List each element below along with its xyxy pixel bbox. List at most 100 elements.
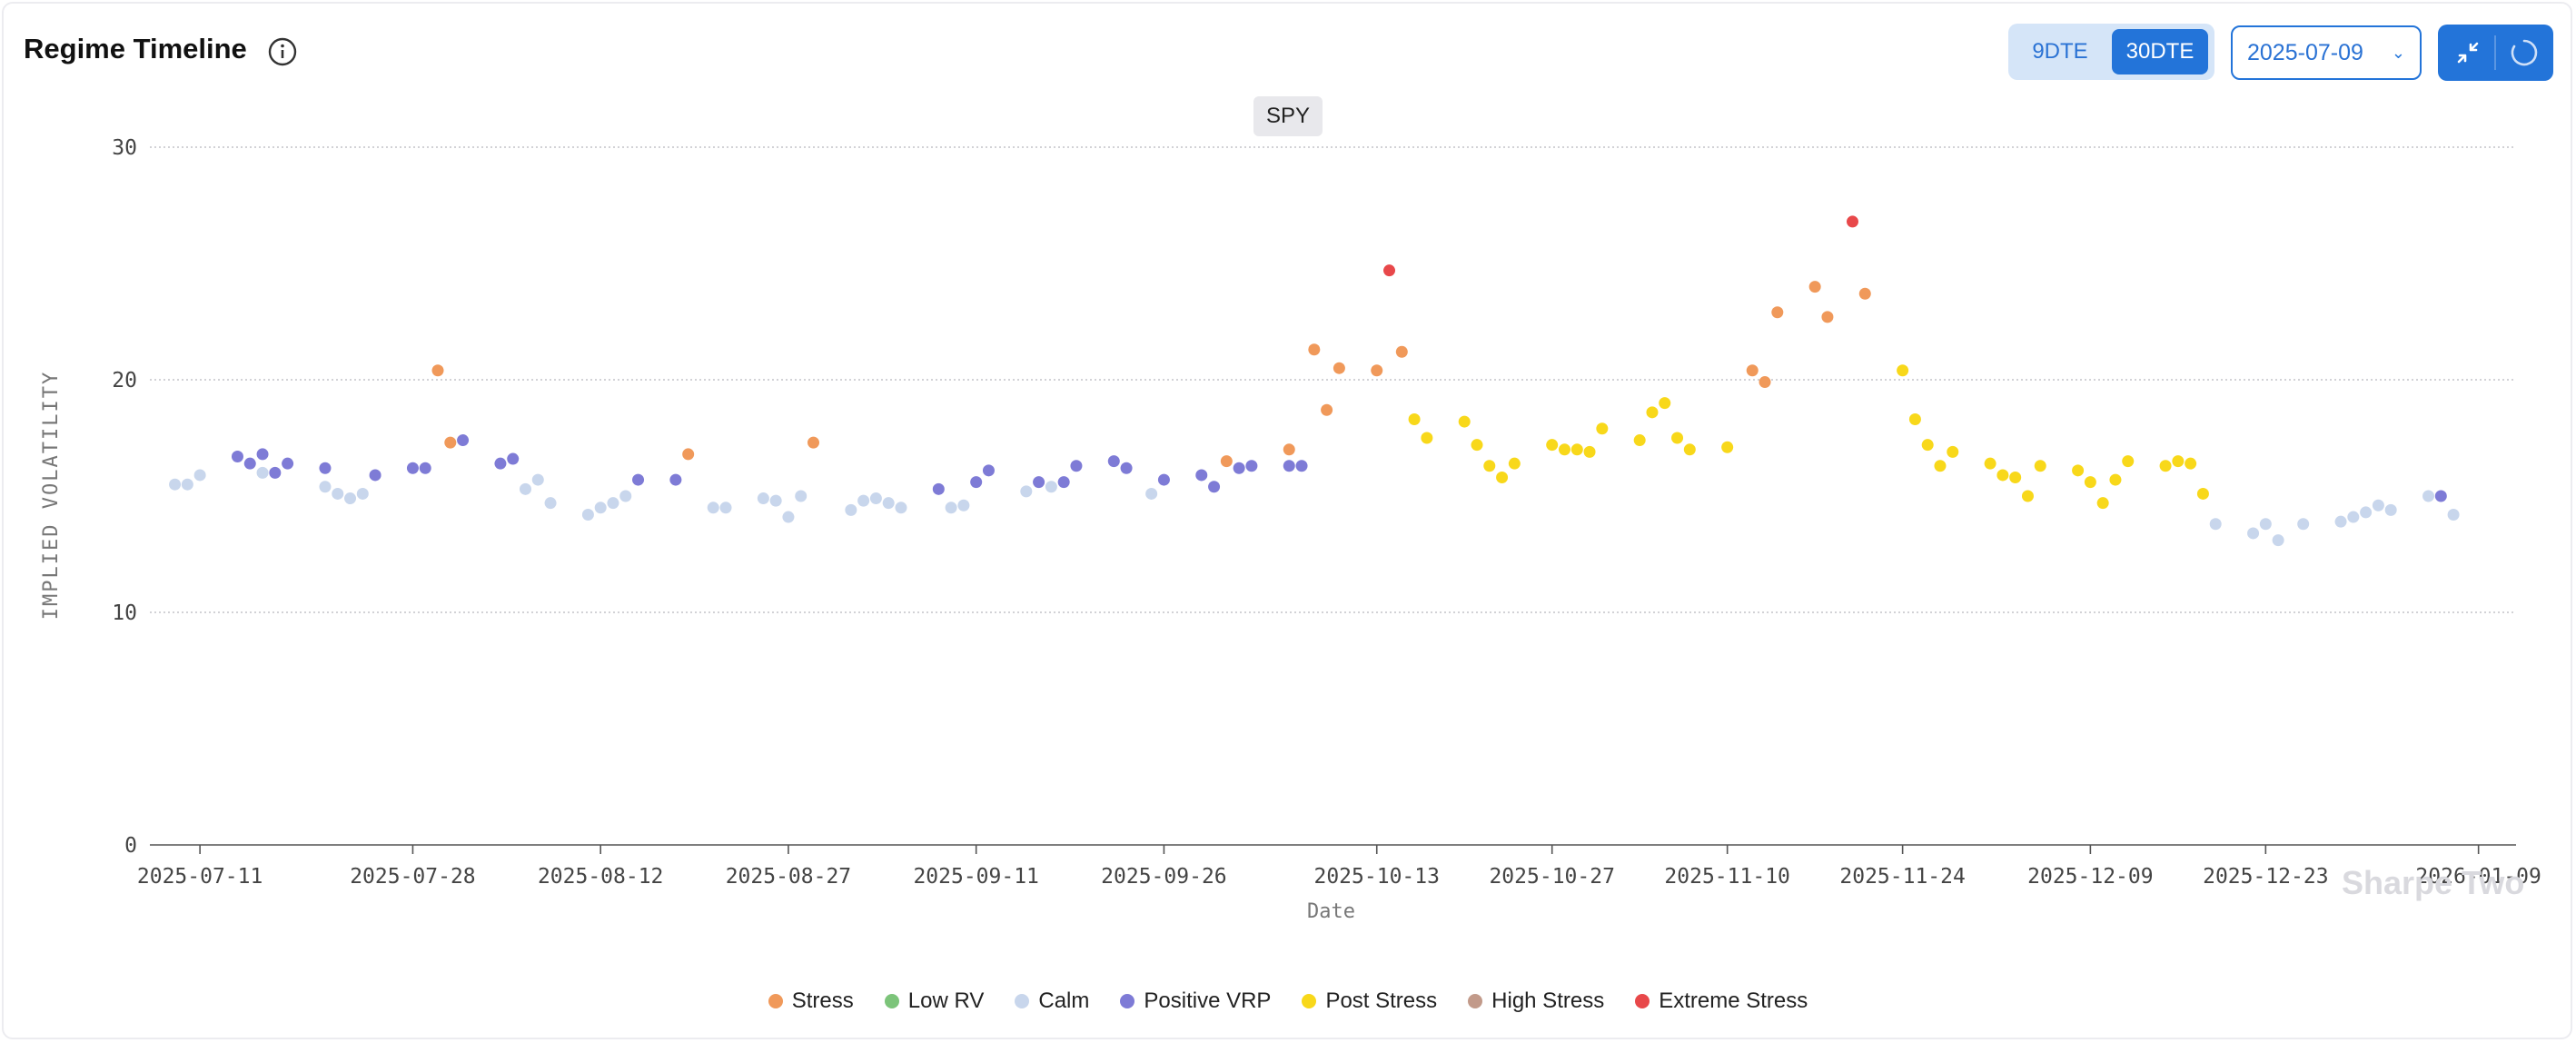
data-point-calm xyxy=(2422,490,2435,502)
data-point-calm xyxy=(2360,506,2373,519)
data-point-calm xyxy=(2297,518,2310,531)
x-tick-label: 2025-12-23 xyxy=(2203,865,2328,889)
dte-toggle: 9DTE 30DTE xyxy=(2008,24,2214,80)
data-point-positive-vrp xyxy=(1057,476,1070,489)
data-point-positive-vrp xyxy=(231,450,243,462)
y-tick-label: 10 xyxy=(112,601,137,625)
data-point-positive-vrp xyxy=(970,476,983,489)
data-point-post-stress xyxy=(1683,443,1696,456)
data-point-post-stress xyxy=(1633,434,1646,447)
data-point-calm xyxy=(193,469,206,482)
data-point-stress xyxy=(1821,311,1834,323)
data-point-positive-vrp xyxy=(256,448,269,461)
data-point-post-stress xyxy=(1408,413,1421,426)
data-point-calm xyxy=(344,492,357,505)
legend-item-high-stress[interactable]: High Stress xyxy=(1468,988,1604,1014)
data-point-post-stress xyxy=(2034,460,2046,472)
data-point-positive-vrp xyxy=(1195,469,1208,482)
data-point-stress xyxy=(431,364,444,377)
data-point-positive-vrp xyxy=(369,469,381,482)
data-point-positive-vrp xyxy=(1107,455,1120,468)
data-point-post-stress xyxy=(2009,472,2022,484)
x-tick-label: 2025-07-11 xyxy=(137,865,263,889)
data-point-post-stress xyxy=(2096,497,2109,510)
data-point-positive-vrp xyxy=(457,434,470,447)
data-point-positive-vrp xyxy=(1245,460,1258,472)
legend-item-calm[interactable]: Calm xyxy=(1015,988,1089,1014)
data-point-stress xyxy=(444,436,457,449)
data-point-positive-vrp xyxy=(982,464,995,477)
data-point-calm xyxy=(782,511,795,523)
data-point-positive-vrp xyxy=(1208,481,1221,493)
data-point-post-stress xyxy=(1721,441,1734,453)
data-point-positive-vrp xyxy=(406,462,419,474)
data-point-post-stress xyxy=(1421,432,1433,444)
y-tick-label: 0 xyxy=(124,834,137,858)
data-point-stress xyxy=(807,436,820,449)
dte-30-button[interactable]: 30DTE xyxy=(2112,29,2208,74)
x-tick-label: 2025-08-27 xyxy=(726,865,851,889)
data-point-positive-vrp xyxy=(932,482,945,495)
collapse-icon[interactable] xyxy=(2452,37,2483,68)
data-point-post-stress xyxy=(1483,460,1496,472)
data-point-calm xyxy=(882,497,895,510)
info-icon[interactable] xyxy=(267,36,298,67)
data-point-calm xyxy=(2372,499,2384,512)
data-point-post-stress xyxy=(1496,472,1509,484)
data-point-calm xyxy=(544,497,557,510)
data-point-calm xyxy=(895,502,907,514)
date-select-value: 2025-07-09 xyxy=(2247,40,2363,65)
data-point-calm xyxy=(2209,518,2222,531)
legend-marker xyxy=(1120,994,1135,1008)
legend-marker xyxy=(1302,994,1317,1008)
legend-item-post-stress[interactable]: Post Stress xyxy=(1302,988,1437,1014)
data-point-calm xyxy=(2334,515,2347,528)
data-point-post-stress xyxy=(1646,406,1659,419)
date-select[interactable]: 2025-07-09 ⌄ xyxy=(2231,25,2422,80)
data-point-post-stress xyxy=(1471,439,1483,452)
data-point-calm xyxy=(845,503,857,516)
x-tick-label: 2025-10-13 xyxy=(1313,865,1439,889)
data-point-calm xyxy=(607,497,619,510)
legend-item-stress[interactable]: Stress xyxy=(768,988,854,1014)
legend-marker xyxy=(1468,994,1483,1008)
data-point-calm xyxy=(256,466,269,479)
data-point-stress xyxy=(1771,306,1784,319)
x-tick-label: 2025-09-26 xyxy=(1101,865,1226,889)
data-point-post-stress xyxy=(1908,413,1921,426)
data-point-post-stress xyxy=(1671,432,1684,444)
data-point-post-stress xyxy=(1897,364,1909,377)
legend-label: Post Stress xyxy=(1325,988,1438,1013)
data-point-post-stress xyxy=(2122,455,2135,468)
data-point-calm xyxy=(719,502,732,514)
data-point-positive-vrp xyxy=(243,457,256,470)
data-point-post-stress xyxy=(1984,457,1996,470)
legend-marker xyxy=(768,994,783,1008)
action-button-group xyxy=(2438,25,2553,81)
data-point-positive-vrp xyxy=(269,466,282,479)
data-point-positive-vrp xyxy=(1295,460,1308,472)
loading-spinner-icon[interactable] xyxy=(2509,37,2540,68)
data-point-stress xyxy=(1371,364,1383,377)
legend-item-positive-vrp[interactable]: Positive VRP xyxy=(1120,988,1271,1014)
data-point-post-stress xyxy=(2172,455,2185,468)
data-point-stress xyxy=(1759,376,1771,389)
data-point-post-stress xyxy=(2021,490,2034,502)
data-point-stress xyxy=(1333,362,1345,374)
data-point-post-stress xyxy=(1583,445,1596,458)
legend-item-extreme-stress[interactable]: Extreme Stress xyxy=(1635,988,1808,1014)
data-point-positive-vrp xyxy=(669,473,682,486)
legend-marker xyxy=(1635,994,1650,1008)
data-point-calm xyxy=(531,473,544,486)
data-point-calm xyxy=(2247,527,2260,540)
x-axis-title: Date xyxy=(1307,900,1355,923)
dte-9-button[interactable]: 9DTE xyxy=(2032,39,2088,64)
data-point-calm xyxy=(2272,534,2284,547)
x-tick-label: 2025-08-12 xyxy=(538,865,663,889)
legend-label: Calm xyxy=(1038,988,1090,1013)
legend-item-low-rv[interactable]: Low RV xyxy=(884,988,984,1014)
x-tick-label: 2025-07-28 xyxy=(350,865,475,889)
data-point-extreme-stress xyxy=(1846,215,1858,228)
